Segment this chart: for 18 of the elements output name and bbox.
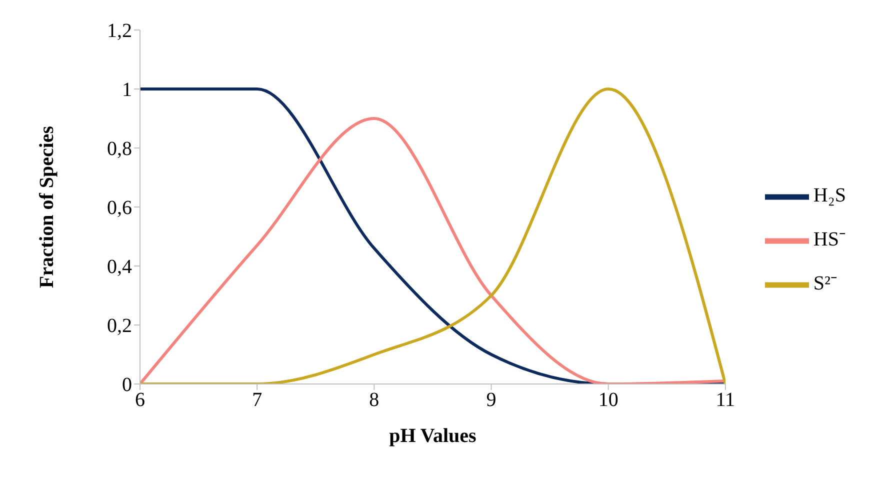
y-tick-label: 0 xyxy=(122,374,132,396)
x-tick-label: 8 xyxy=(369,389,380,412)
x-tick-label: 9 xyxy=(486,389,496,412)
y-tick-label: 0,2 xyxy=(107,315,132,338)
y-tick-label: 0,6 xyxy=(107,197,132,220)
legend-label: HS⁻ xyxy=(813,228,846,251)
x-tick-label: 7 xyxy=(252,389,262,412)
y-tick-label: 1,2 xyxy=(107,20,132,42)
legend-label: H₂S xyxy=(813,184,846,207)
legend-label: S²⁻ xyxy=(813,272,838,295)
y-tick-label: 0,4 xyxy=(107,256,132,278)
y-tick-label: 1 xyxy=(122,79,132,102)
x-axis-title: pH Values xyxy=(389,425,477,447)
y-tick-label: 0,8 xyxy=(107,138,132,160)
y-axis-title: Fraction of Species xyxy=(36,126,58,288)
x-tick-label: 10 xyxy=(598,389,618,412)
x-tick-label: 6 xyxy=(135,389,145,412)
x-tick-label: 11 xyxy=(716,389,736,412)
